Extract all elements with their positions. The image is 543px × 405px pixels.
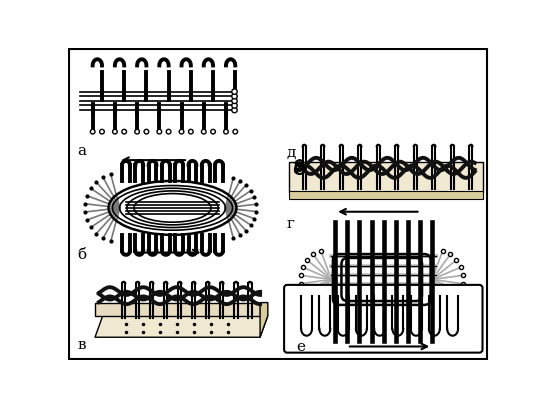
Circle shape	[201, 130, 206, 134]
Circle shape	[232, 94, 237, 100]
Circle shape	[232, 90, 237, 95]
Circle shape	[135, 130, 140, 134]
FancyBboxPatch shape	[284, 285, 483, 353]
Polygon shape	[289, 192, 483, 199]
Polygon shape	[95, 303, 260, 316]
Text: г: г	[286, 216, 294, 230]
Circle shape	[90, 130, 95, 134]
Polygon shape	[260, 303, 268, 337]
Text: а: а	[77, 144, 86, 158]
Polygon shape	[289, 162, 483, 193]
Circle shape	[224, 130, 228, 134]
Text: б: б	[77, 247, 86, 262]
Circle shape	[144, 130, 149, 134]
Circle shape	[232, 108, 237, 113]
Circle shape	[232, 104, 237, 109]
Circle shape	[166, 130, 171, 134]
Circle shape	[188, 130, 193, 134]
Circle shape	[100, 130, 104, 134]
Circle shape	[112, 130, 117, 134]
Circle shape	[157, 130, 162, 134]
Circle shape	[179, 130, 184, 134]
Circle shape	[233, 130, 238, 134]
Circle shape	[122, 130, 127, 134]
Text: е: е	[296, 339, 306, 353]
Text: д: д	[286, 145, 296, 159]
Circle shape	[211, 130, 216, 134]
Text: в: в	[77, 337, 86, 351]
Circle shape	[232, 99, 237, 104]
Polygon shape	[95, 316, 268, 337]
